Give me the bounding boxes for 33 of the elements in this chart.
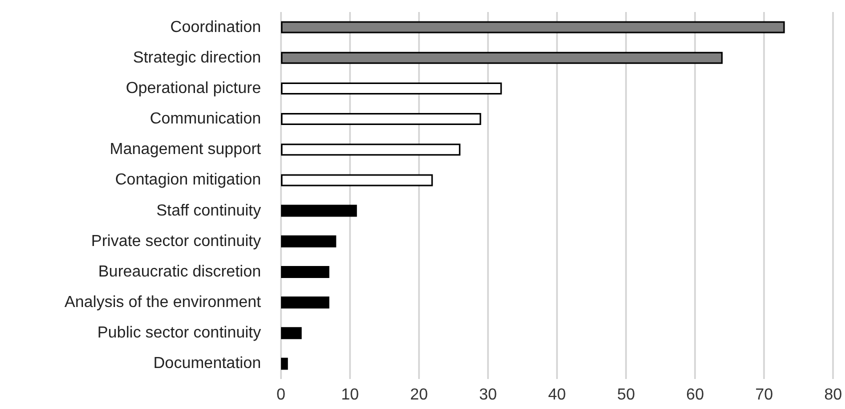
- bar: [281, 52, 723, 64]
- y-tick-label: Bureaucratic discretion: [98, 263, 261, 280]
- x-tick-label: 40: [548, 386, 566, 404]
- y-tick-label: Coordination: [170, 18, 261, 36]
- bar: [281, 113, 482, 126]
- y-tick-label: Public sector continuity: [97, 324, 261, 342]
- y-tick-label: Analysis of the environment: [64, 294, 262, 312]
- x-tick-label: 50: [617, 386, 636, 404]
- bar: [281, 235, 336, 248]
- bar: [281, 174, 433, 186]
- y-tick-label: Strategic direction: [132, 49, 261, 66]
- bar: [281, 327, 302, 340]
- bar: [281, 82, 502, 94]
- bar: [281, 144, 460, 156]
- x-tick-label: 70: [755, 386, 774, 404]
- bar: [281, 21, 785, 34]
- bar: [281, 266, 330, 278]
- bar: [281, 204, 357, 217]
- y-tick-label: Communication: [150, 110, 261, 128]
- x-tick-label: 20: [410, 386, 428, 404]
- y-tick-label: Contagion mitigation: [115, 172, 261, 189]
- y-tick-label: Private sector continuity: [91, 232, 261, 250]
- bar: [281, 358, 288, 370]
- y-tick-label: Operational picture: [126, 80, 262, 97]
- x-tick-label: 10: [341, 386, 360, 404]
- x-tick-label: 30: [479, 386, 498, 404]
- y-tick-label: Management support: [110, 141, 262, 158]
- x-tick-label: 80: [824, 386, 842, 404]
- y-tick-label: Documentation: [153, 355, 261, 372]
- x-tick-label: 0: [276, 386, 286, 404]
- y-tick-label: Staff continuity: [156, 202, 261, 220]
- x-tick-label: 60: [686, 386, 704, 404]
- bar: [281, 296, 330, 309]
